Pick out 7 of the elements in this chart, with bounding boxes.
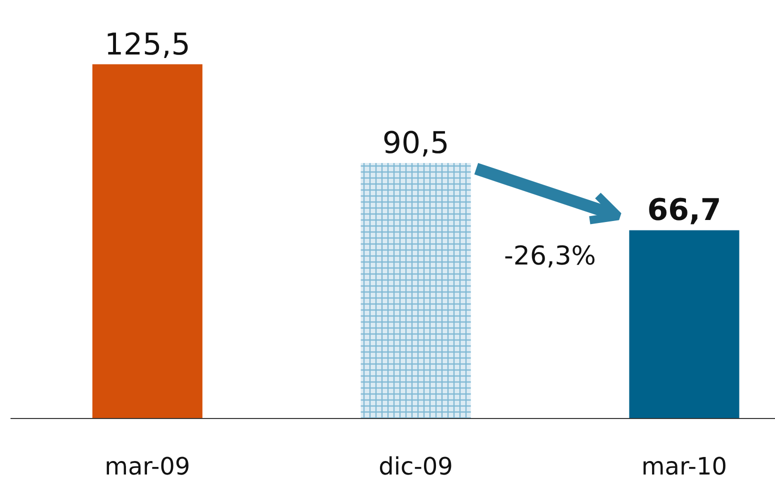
- data-label: 90,5: [382, 126, 450, 162]
- x-tick-label: mar-09: [104, 452, 190, 480]
- x-tick-label: mar-10: [641, 452, 728, 480]
- data-label: 66,7: [647, 193, 722, 228]
- data-label: 125,5: [104, 27, 190, 62]
- annotation: -26,3%: [504, 242, 596, 272]
- x-tick-label: dic-09: [378, 452, 453, 480]
